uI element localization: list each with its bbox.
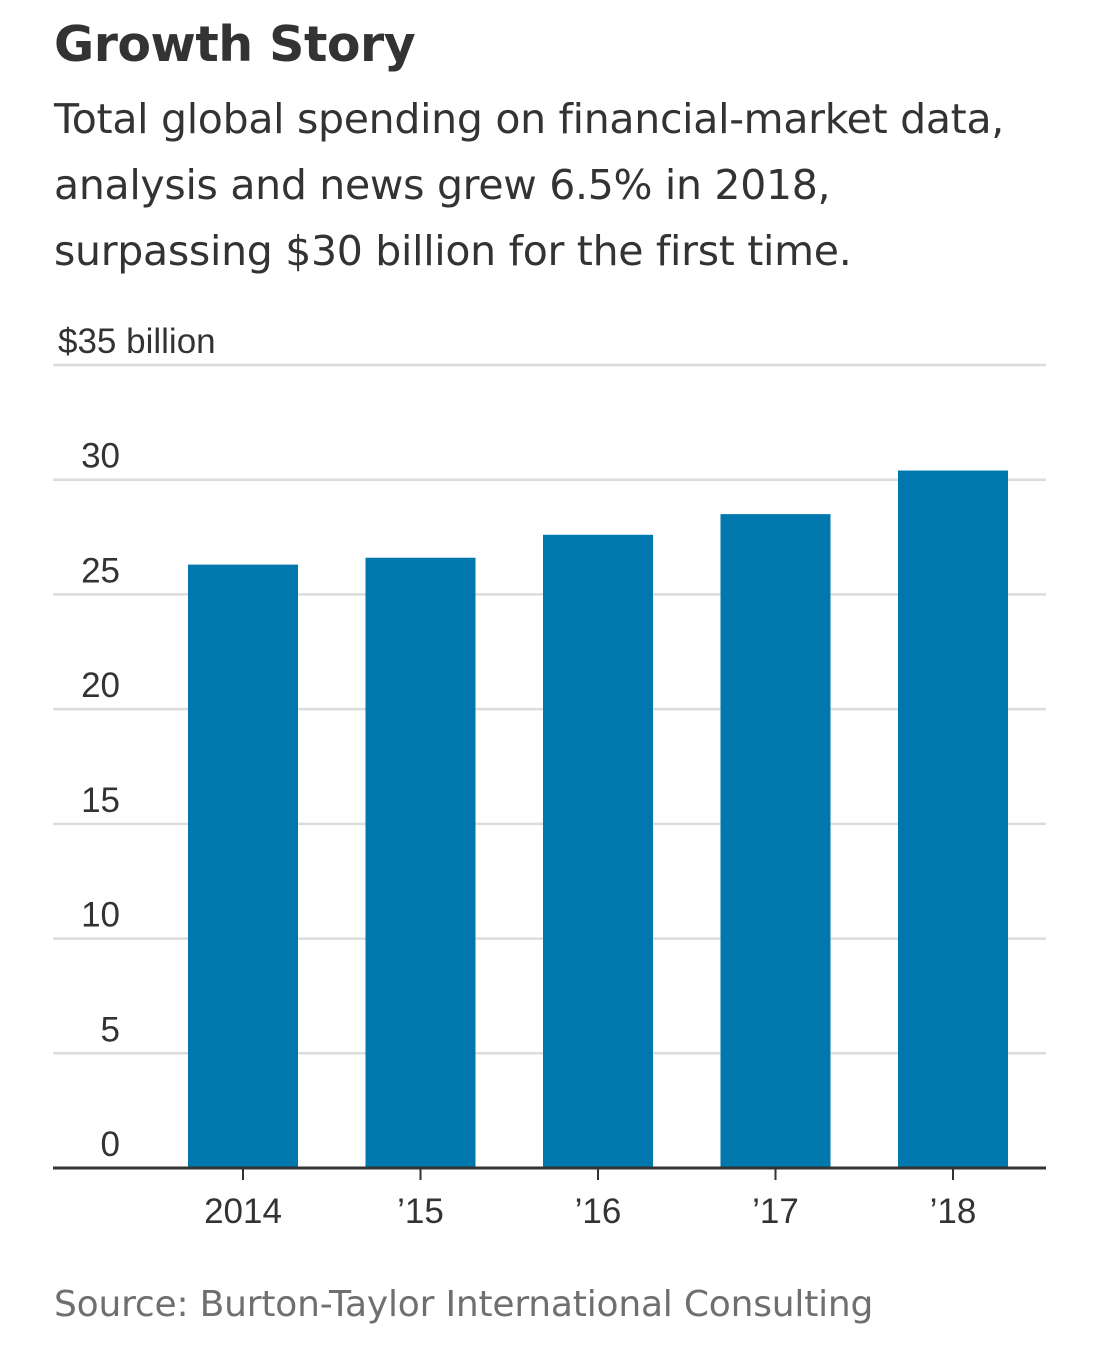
x-tick-label: 2014 <box>204 1192 282 1231</box>
axes <box>53 1166 1046 1180</box>
y-tick-label: 10 <box>81 896 120 935</box>
y-tick-label: 25 <box>81 551 120 590</box>
bar-4 <box>898 470 1008 1169</box>
x-tick-label: ’17 <box>752 1192 799 1231</box>
bars <box>188 470 1008 1169</box>
bar-0 <box>188 564 298 1168</box>
tick-labels: 0 5 10 15 20 25 30 $35 billion 2014 ’15 ’16 ’17 ’18 <box>58 322 976 1231</box>
y-tick-label: $35 billion <box>58 322 216 361</box>
y-tick-label: 30 <box>81 437 120 476</box>
bar-1 <box>365 557 476 1168</box>
y-tick-label: 15 <box>81 781 120 820</box>
y-tick-label: 0 <box>101 1125 120 1164</box>
x-tick-label: ’16 <box>575 1192 622 1231</box>
x-tick-label: ’15 <box>397 1192 444 1231</box>
chart-title: Growth Story <box>54 16 416 73</box>
bar-3 <box>720 514 831 1168</box>
x-tick-label: ’18 <box>930 1192 977 1231</box>
y-tick-label: 20 <box>81 666 120 705</box>
source-note: Source: Burton-Taylor International Cons… <box>54 1284 874 1325</box>
bar-2 <box>543 534 653 1168</box>
y-tick-label: 5 <box>101 1010 120 1049</box>
chart-subtitle: Total global spending on financial-marke… <box>54 95 1005 275</box>
